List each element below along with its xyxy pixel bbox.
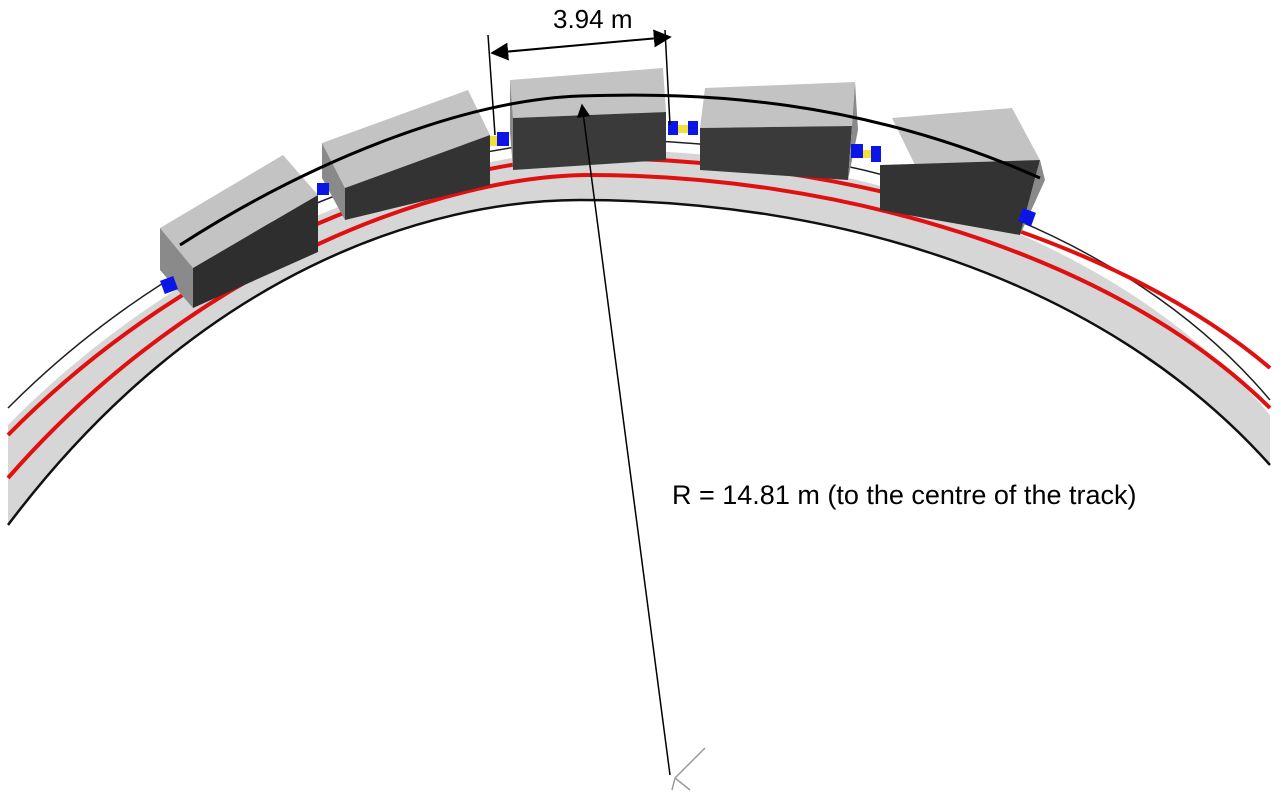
coupler-5b bbox=[871, 146, 881, 162]
car-4-front bbox=[700, 126, 852, 180]
coupler-1 bbox=[160, 276, 178, 294]
car-1-front bbox=[193, 195, 318, 308]
track bbox=[6, 139, 1272, 526]
train-car-4 bbox=[700, 82, 858, 180]
track-outer-edge bbox=[7, 198, 1271, 526]
car-width-label: 3.94 m bbox=[553, 4, 633, 34]
car-2-side bbox=[322, 143, 345, 220]
coupler-3-link bbox=[490, 136, 497, 146]
radius-arrow bbox=[576, 103, 671, 776]
couplers bbox=[160, 121, 1036, 294]
rail-inner bbox=[6, 172, 1272, 480]
car-2-top bbox=[322, 90, 490, 188]
car-3-side bbox=[510, 80, 513, 170]
car-1-top bbox=[160, 155, 318, 268]
car-2-front bbox=[345, 135, 490, 220]
dimension-extension-left bbox=[487, 34, 496, 136]
train bbox=[160, 68, 1045, 308]
train-car-3 bbox=[510, 68, 666, 170]
coupler-5a bbox=[851, 144, 863, 158]
car-3-top bbox=[510, 68, 666, 118]
radius-label: R = 14.81 m (to the centre of the track) bbox=[672, 480, 1137, 510]
train-car-2 bbox=[322, 90, 490, 220]
car-5-front bbox=[880, 160, 1040, 235]
car-3-front bbox=[513, 112, 666, 170]
coupler-6 bbox=[1018, 208, 1036, 226]
car-1-side bbox=[160, 228, 193, 308]
coupler-4b bbox=[688, 121, 698, 135]
dimension-arrow bbox=[490, 29, 672, 61]
car-4-side bbox=[848, 82, 858, 180]
coupler-5-link bbox=[863, 150, 871, 158]
coupler-4-link bbox=[678, 125, 688, 133]
coupler-4a bbox=[668, 121, 678, 135]
axis-gizmo bbox=[671, 747, 706, 791]
centre-curve bbox=[179, 93, 1041, 247]
width-dimension bbox=[487, 29, 672, 136]
train-car-1 bbox=[160, 155, 318, 308]
coupler-3a bbox=[497, 132, 509, 146]
car-5-top bbox=[892, 108, 1040, 165]
coupler-2 bbox=[317, 183, 329, 195]
